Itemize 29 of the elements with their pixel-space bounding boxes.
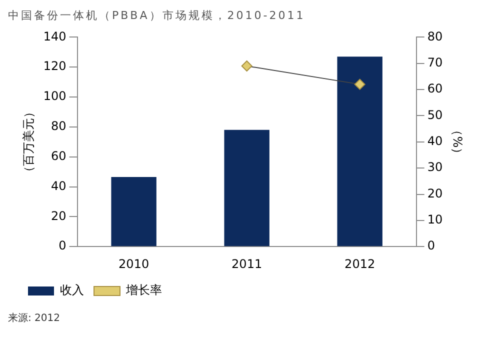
y-tick-label: 120 [43, 59, 66, 74]
source-note: 来源: 2012 [8, 312, 61, 325]
bar [111, 177, 156, 246]
x-tick-label: 2012 [344, 256, 376, 271]
legend-label: 收入 [60, 283, 84, 298]
y2-tick-label: 60 [427, 82, 443, 96]
y2-tick-label: 30 [427, 160, 443, 174]
x-tick-label: 2011 [232, 256, 262, 271]
y-axis-title: （百万美元） [21, 106, 36, 178]
y-tick-label: 40 [51, 178, 66, 193]
y-tick-label: 80 [51, 119, 66, 134]
y-tick-label: 140 [43, 29, 66, 44]
y2-tick-label: 20 [427, 186, 443, 200]
y2-tick-label: 80 [427, 29, 443, 44]
x-tick-label: 2010 [118, 256, 150, 271]
chart-title: 中国备份一体机（PBBA）市场规模，2010-2011 [8, 8, 306, 23]
y-tick-label: 0 [58, 238, 66, 253]
y2-axis-title: （%） [450, 124, 465, 160]
y2-tick-label: 0 [427, 238, 435, 253]
y-tick-label: 100 [43, 89, 66, 104]
y2-tick-label: 70 [427, 56, 443, 70]
legend-label: 增长率 [125, 283, 162, 298]
bar [337, 56, 382, 246]
y-tick-label: 60 [51, 148, 66, 163]
y2-tick-label: 40 [427, 134, 443, 148]
y2-tick-label: 50 [427, 108, 443, 122]
y2-tick-label: 10 [427, 212, 443, 227]
y-tick-label: 20 [51, 208, 66, 223]
bar [224, 130, 270, 246]
